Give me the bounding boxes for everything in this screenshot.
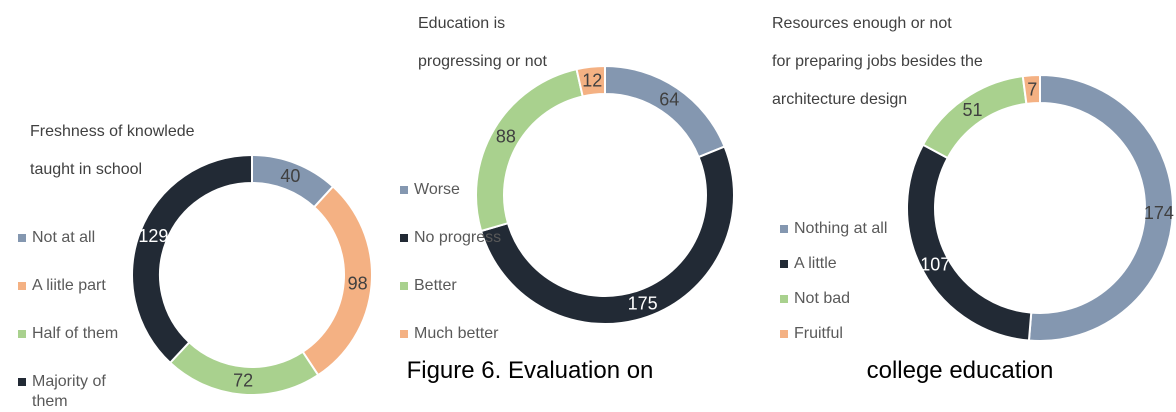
donut-segment: [1027, 73, 1174, 342]
legend-swatch: [400, 186, 408, 194]
legend-label: Worse: [414, 181, 460, 198]
legend-item: A liitle part: [18, 276, 130, 296]
donut-segment: [604, 64, 726, 159]
chart-title: progressing or not: [418, 53, 548, 70]
chart-title: architecture design: [772, 91, 907, 108]
legend-label: Much better: [414, 325, 499, 342]
legend-swatch: [780, 330, 788, 338]
legend-item: Better: [400, 276, 550, 296]
legend-label: Fruitful: [794, 325, 843, 342]
data-label: 98: [348, 273, 368, 293]
legend-label: Not bad: [794, 290, 851, 307]
donut-segment: [475, 67, 584, 233]
legend-label: Better: [414, 277, 457, 294]
chart-title: for preparing jobs besides the: [772, 53, 983, 70]
legend-item: Not bad: [780, 289, 930, 309]
data-label: 107: [920, 255, 950, 275]
data-label: 174: [1144, 203, 1174, 223]
legend-label: No progress: [414, 229, 502, 246]
legend-item: A little: [780, 254, 930, 274]
legend-swatch: [400, 330, 408, 338]
legend-label: Not at all: [32, 229, 96, 246]
data-label: 12: [582, 71, 602, 91]
legend-swatch: [400, 234, 408, 242]
caption: college education: [867, 357, 1054, 384]
legend-item: Much better: [400, 324, 550, 344]
legend-swatch: [400, 282, 408, 290]
data-label: 64: [659, 90, 679, 110]
donut-segment: [575, 64, 606, 98]
legend-label: A little: [794, 255, 837, 272]
data-label: 51: [963, 100, 983, 120]
data-label: 88: [496, 127, 516, 147]
donut-segment: [479, 145, 735, 325]
chart-title: Resources enough or not: [772, 15, 952, 32]
data-label: 129: [138, 226, 168, 246]
legend-swatch: [18, 330, 26, 338]
legend-swatch: [18, 234, 26, 242]
legend-swatch: [780, 295, 788, 303]
data-label: 72: [233, 371, 253, 391]
legend-item: Worse: [400, 180, 550, 200]
legend-item: Not at all: [18, 228, 130, 248]
data-label: 7: [1027, 79, 1037, 99]
legend-label: Half of them: [32, 325, 119, 342]
legend-item: Nothing at all: [780, 219, 930, 239]
legend-label: Nothing at all: [794, 220, 888, 237]
chart-title: Education is: [418, 15, 505, 32]
data-label: 175: [628, 294, 658, 314]
legend-label: Majority of them: [32, 373, 106, 410]
legend-swatch: [780, 260, 788, 268]
caption: Figure 6. Evaluation on: [407, 357, 654, 384]
legend-item: No progress: [400, 228, 550, 248]
data-label: 40: [280, 166, 300, 186]
legend-item: Half of them: [18, 324, 130, 344]
donut-segment: [1021, 73, 1041, 106]
legend-swatch: [18, 378, 26, 386]
chart-title: taught in school: [30, 161, 142, 178]
legend-item: Majority of them: [18, 372, 130, 412]
chart-title: Freshness of knowlede: [30, 123, 195, 140]
legend-swatch: [18, 282, 26, 290]
legend-item: Fruitful: [780, 324, 930, 344]
donut-segment: [131, 153, 253, 365]
legend-label: A liitle part: [32, 277, 106, 294]
donut-segment: [906, 143, 1033, 342]
legend-swatch: [780, 225, 788, 233]
